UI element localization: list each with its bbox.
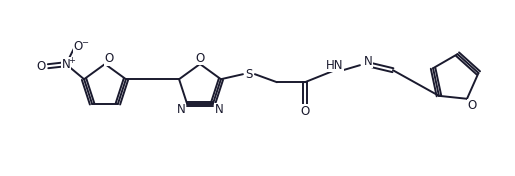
Text: N: N [62, 58, 71, 71]
Text: O: O [468, 99, 476, 112]
Text: S: S [245, 68, 253, 81]
Text: N: N [177, 103, 185, 116]
Text: O: O [300, 105, 310, 118]
Text: O: O [37, 60, 46, 73]
Text: +: + [68, 56, 76, 65]
Text: N: N [364, 55, 372, 68]
Text: O: O [74, 40, 83, 53]
Text: HN: HN [326, 59, 344, 72]
Text: O: O [105, 52, 114, 65]
Text: −: − [81, 38, 89, 47]
Text: N: N [215, 103, 224, 116]
Text: O: O [195, 52, 204, 64]
